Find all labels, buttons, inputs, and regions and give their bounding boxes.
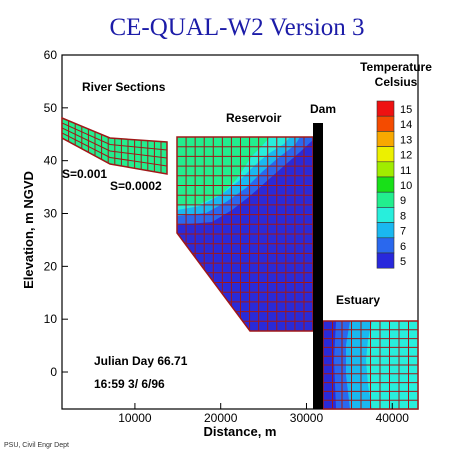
figure-title: CE-QUAL-W2 Version 3 bbox=[109, 14, 365, 41]
grid-line bbox=[62, 127, 167, 159]
legend-swatch bbox=[376, 176, 395, 193]
y-axis-ticks: 0 10 20 30 40 50 60 bbox=[44, 48, 68, 379]
reservoir-label: Reservoir bbox=[226, 111, 282, 125]
legend-title-line1: Temperature bbox=[360, 60, 432, 74]
estuary-grid bbox=[322, 320, 419, 410]
y-tick-label: 0 bbox=[50, 365, 57, 379]
dam-label: Dam bbox=[310, 102, 336, 116]
legend-swatch bbox=[376, 100, 395, 117]
x-tick-label: 20000 bbox=[204, 411, 238, 425]
x-tick-label: 30000 bbox=[290, 411, 324, 425]
julian-day-label: Julian Day 66.71 bbox=[94, 354, 188, 368]
legend-label: 11 bbox=[400, 165, 411, 177]
y-tick-label: 20 bbox=[44, 259, 58, 273]
legend-label: 12 bbox=[400, 150, 412, 162]
legend-label: 8 bbox=[400, 210, 406, 222]
dam-structure bbox=[313, 123, 323, 409]
estuary-label: Estuary bbox=[336, 293, 380, 307]
slope-label-2: S=0.0002 bbox=[110, 179, 162, 193]
legend-swatch bbox=[376, 115, 395, 132]
y-axis-label: Elevation, m NGVD bbox=[21, 171, 36, 289]
footer-credit: PSU, Civil Engr Dept bbox=[4, 442, 69, 449]
legend-label: 14 bbox=[400, 119, 412, 131]
legend-swatch bbox=[376, 161, 395, 178]
legend-label: 10 bbox=[400, 180, 412, 192]
slope-label-1: S=0.001 bbox=[62, 167, 107, 181]
x-axis-ticks: 10000 20000 30000 40000 bbox=[118, 403, 409, 425]
legend-label: 13 bbox=[400, 134, 412, 146]
legend-swatch bbox=[376, 222, 395, 239]
datetime-label: 16:59 3/ 6/96 bbox=[94, 377, 165, 391]
x-axis-label: Distance, m bbox=[204, 424, 277, 439]
grid-line bbox=[62, 122, 167, 151]
legend-swatch bbox=[376, 191, 395, 208]
x-tick-label: 10000 bbox=[118, 411, 152, 425]
y-tick-label: 50 bbox=[44, 101, 58, 115]
legend-swatch bbox=[376, 207, 395, 223]
legend-title-line2: Celsius bbox=[375, 75, 418, 89]
y-tick-label: 40 bbox=[44, 154, 58, 168]
legend-label: 7 bbox=[400, 226, 406, 238]
legend-label: 6 bbox=[400, 241, 406, 253]
legend-swatch bbox=[376, 252, 395, 269]
river-sections-label: River Sections bbox=[82, 80, 166, 94]
temperature-legend: Temperature Celsius 15 14 13 12 11 10 9 8 7 6 5 bbox=[360, 60, 432, 269]
legend-label: 15 bbox=[400, 104, 412, 116]
y-tick-label: 10 bbox=[44, 312, 58, 326]
legend-swatch bbox=[376, 237, 395, 254]
grid-line bbox=[62, 132, 167, 167]
legend-swatch bbox=[376, 131, 395, 147]
y-tick-label: 60 bbox=[44, 48, 58, 62]
legend-swatch bbox=[376, 146, 395, 163]
x-tick-label: 40000 bbox=[376, 411, 410, 425]
y-tick-label: 30 bbox=[44, 207, 58, 221]
legend-label: 9 bbox=[400, 195, 406, 207]
legend-label: 5 bbox=[400, 256, 406, 268]
